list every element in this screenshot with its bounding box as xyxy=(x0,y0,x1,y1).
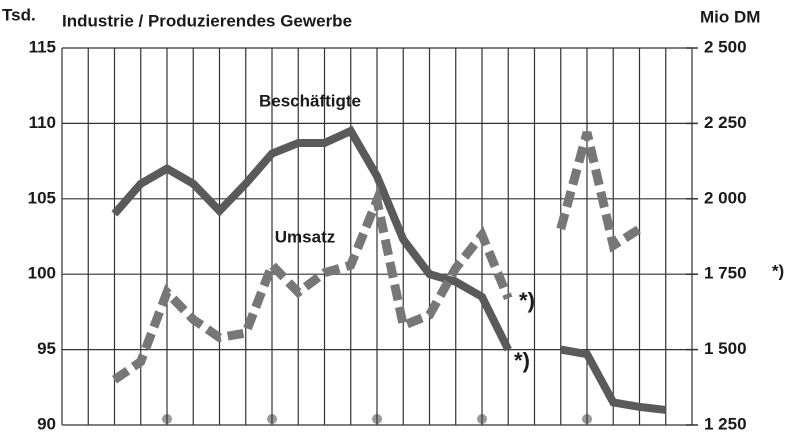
y-tick-label: 105 xyxy=(28,188,56,207)
y2-tick-label: 2 500 xyxy=(704,37,747,56)
chart-title: Industrie / Produzierendes Gewerbe xyxy=(62,11,352,30)
y-tick-label: 90 xyxy=(37,414,56,433)
annotation: *) xyxy=(514,348,530,373)
y-axis-label: Tsd. xyxy=(2,5,36,24)
y2-tick-label: 1 250 xyxy=(704,414,747,433)
y-tick-label: 100 xyxy=(28,264,56,283)
y2-axis-label: Mio DM xyxy=(700,7,760,26)
y-tick-label: 110 xyxy=(29,113,56,132)
y2-tick-label: 1 500 xyxy=(704,339,747,358)
series-line xyxy=(111,125,667,414)
y-tick-label: 115 xyxy=(29,37,56,56)
annotation: *) xyxy=(519,288,535,313)
y2-tick-label: 2 000 xyxy=(704,188,747,207)
series-label: Beschäftigte xyxy=(259,91,361,110)
series-line xyxy=(111,131,642,384)
y2-tick-label: 1 750 xyxy=(704,264,747,283)
series-label: Umsatz xyxy=(275,227,335,246)
y2-tick-label: 2 250 xyxy=(704,113,747,132)
y-tick-label: 95 xyxy=(37,339,56,358)
annotation: *) xyxy=(772,261,784,280)
